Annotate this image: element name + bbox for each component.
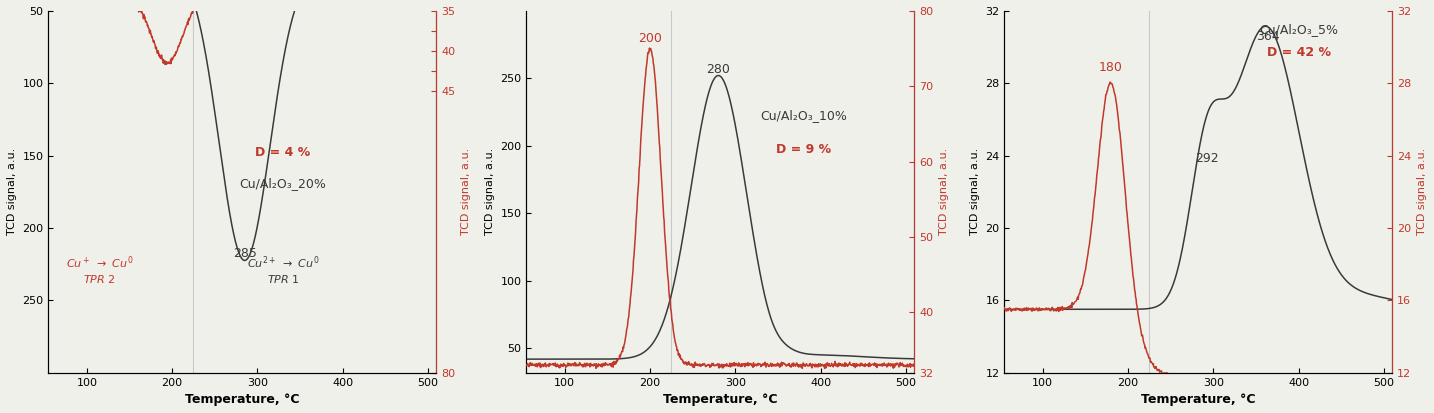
- Y-axis label: TCD signal, a.u.: TCD signal, a.u.: [7, 148, 17, 235]
- Y-axis label: TCD signal, a.u.: TCD signal, a.u.: [1417, 148, 1427, 235]
- Text: $Cu^{2+}$ $\rightarrow$ $Cu^0$
$TPR\ 1$: $Cu^{2+}$ $\rightarrow$ $Cu^0$ $TPR\ 1$: [247, 254, 320, 285]
- Text: D = 9 %: D = 9 %: [776, 142, 832, 156]
- Text: 285: 285: [232, 247, 257, 260]
- Text: 364: 364: [1256, 31, 1279, 43]
- Text: 200: 200: [638, 32, 663, 45]
- Y-axis label: TCD signal, a.u.: TCD signal, a.u.: [485, 148, 495, 235]
- Text: Cu/Al₂O₃_20%: Cu/Al₂O₃_20%: [239, 178, 327, 190]
- Text: Cu/Al₂O₃_10%: Cu/Al₂O₃_10%: [760, 109, 847, 122]
- Text: Cu/Al₂O₃_5%: Cu/Al₂O₃_5%: [1259, 23, 1338, 36]
- Y-axis label: TCD signal, a.u.: TCD signal, a.u.: [939, 148, 949, 235]
- Text: $\mathit{Cu^+}$ $\rightarrow$ $\mathit{Cu^0}$
$\mathit{TPR\ 2}$: $\mathit{Cu^+}$ $\rightarrow$ $\mathit{C…: [66, 254, 133, 285]
- Text: 280: 280: [707, 63, 730, 76]
- X-axis label: Temperature, °C: Temperature, °C: [185, 393, 300, 406]
- Y-axis label: TCD signal, a.u.: TCD signal, a.u.: [460, 148, 470, 235]
- X-axis label: Temperature, °C: Temperature, °C: [663, 393, 777, 406]
- Y-axis label: TCD signal, a.u.: TCD signal, a.u.: [969, 148, 979, 235]
- Text: D = 4 %: D = 4 %: [255, 146, 311, 159]
- Text: 180: 180: [1098, 61, 1123, 74]
- Text: D = 42 %: D = 42 %: [1266, 46, 1331, 59]
- X-axis label: Temperature, °C: Temperature, °C: [1141, 393, 1256, 406]
- Text: 292: 292: [1195, 152, 1219, 165]
